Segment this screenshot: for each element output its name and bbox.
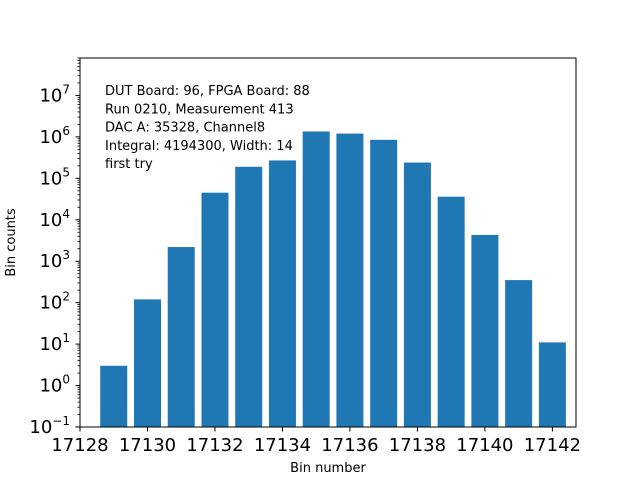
y-tick-label: 105 (39, 165, 70, 189)
y-tick-label: 100 (39, 373, 70, 397)
x-tick-label: 17140 (456, 435, 513, 456)
y-tick-label: 101 (39, 331, 70, 355)
bar-17130 (133, 299, 161, 427)
bar-17132 (201, 192, 229, 427)
bar-17136 (336, 133, 364, 427)
annotation-line: Run 0210, Measurement 413 (105, 102, 294, 117)
y-tick-exponent: 3 (62, 248, 70, 262)
y-tick-label: 106 (39, 124, 70, 148)
y-tick-exponent: 5 (62, 165, 70, 179)
bars-layer (100, 131, 566, 428)
x-tick-label: 17138 (389, 435, 446, 456)
annotation-line: Integral: 4194300, Width: 14 (105, 139, 293, 154)
y-tick-exponent: 1 (62, 331, 70, 345)
y-tick-exponent: −1 (52, 414, 70, 428)
x-axis: 17128 17130 17132 17134 17136 17138 17140 17142 (51, 427, 581, 456)
x-tick-label: 17128 (51, 435, 108, 456)
bar-17137 (370, 139, 398, 428)
y-tick-base: 10 (39, 127, 62, 148)
bar-17129 (100, 365, 128, 427)
y-tick-base: 10 (39, 293, 62, 314)
annotation-line: DAC A: 35328, Channel8 (105, 121, 265, 136)
y-tick-base: 10 (39, 376, 62, 397)
annotation-box: DUT Board: 96, FPGA Board: 88 Run 0210, M… (105, 84, 310, 172)
bar-17140 (471, 234, 499, 427)
bar-17138 (403, 162, 431, 427)
x-tick-label: 17134 (254, 435, 311, 456)
y-tick-base: 10 (39, 85, 62, 106)
bar-17133 (235, 166, 263, 427)
x-tick-label: 17136 (321, 435, 378, 456)
y-tick-base: 10 (39, 334, 62, 355)
y-tick-exponent: 2 (62, 290, 70, 304)
y-tick-exponent: 7 (62, 82, 70, 96)
y-tick-label: 10−1 (29, 414, 70, 438)
bar-17135 (302, 131, 330, 427)
annotation-line: first try (105, 157, 153, 172)
y-tick-label: 103 (39, 248, 70, 272)
bar-17142 (538, 342, 566, 427)
y-axis-label: Bin counts (4, 208, 19, 277)
x-tick-label: 17132 (186, 435, 243, 456)
annotation-line: DUT Board: 96, FPGA Board: 88 (105, 84, 310, 99)
bar-17139 (437, 196, 465, 427)
x-tick-label: 17142 (524, 435, 581, 456)
y-tick-base: 10 (39, 251, 62, 272)
y-tick-exponent: 6 (62, 124, 70, 138)
x-tick-label: 17130 (119, 435, 176, 456)
bar-17134 (268, 160, 296, 427)
y-tick-exponent: 4 (62, 207, 70, 221)
y-tick-label: 104 (39, 207, 70, 231)
bar-17141 (505, 280, 533, 427)
y-tick-label: 102 (39, 290, 70, 314)
x-axis-label: Bin number (290, 461, 366, 476)
plot-frame (79, 57, 577, 428)
y-tick-base: 10 (39, 210, 62, 231)
bar-17131 (167, 247, 195, 427)
y-tick-base: 10 (29, 417, 52, 438)
y-tick-base: 10 (39, 168, 62, 189)
y-tick-exponent: 0 (62, 373, 70, 387)
y-tick-label: 107 (39, 82, 70, 106)
